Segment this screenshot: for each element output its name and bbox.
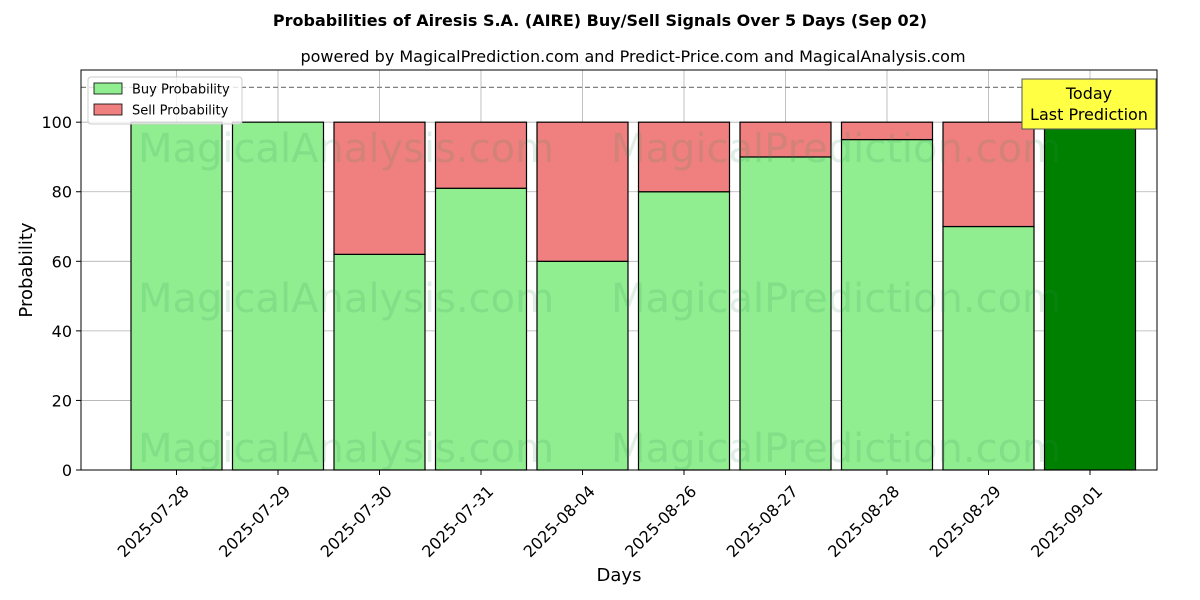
watermark-text: MagicalPrediction.com — [611, 126, 1061, 172]
legend-buy-swatch — [93, 82, 123, 95]
x-tick-label: 2025-07-31 — [418, 482, 497, 561]
sell-bar — [536, 121, 629, 262]
x-tick-label: 2025-07-30 — [317, 482, 396, 561]
x-axis-label: Days — [597, 565, 642, 586]
sell-bar — [637, 121, 731, 193]
bars — [130, 121, 1137, 471]
sell-bar — [840, 121, 934, 141]
watermark-text: MagicalAnalysis.com — [138, 126, 554, 172]
x-tick-label: 2025-07-29 — [215, 482, 294, 561]
legend-sell-swatch — [93, 103, 123, 116]
today-annotation-box — [1021, 78, 1157, 130]
x-tick-label: 2025-09-01 — [1027, 482, 1106, 561]
legend-buy-label: Buy Probability — [132, 83, 230, 98]
x-axis-ticks: 2025-07-28 2025-07-29 2025-07-30 2025-07-31… — [114, 470, 1106, 561]
watermark-text: MagicalPrediction.com — [611, 426, 1061, 472]
watermarks: MagicalAnalysis.com MagicalPrediction.com… — [138, 126, 1061, 472]
legend-box — [87, 76, 243, 125]
chart-subtitle: powered by MagicalPrediction.com and Pre… — [300, 47, 965, 66]
x-tick-label: 2025-08-26 — [621, 482, 700, 561]
sell-bar — [739, 121, 832, 158]
buy-bar — [434, 187, 528, 471]
buy-bar — [1043, 121, 1137, 471]
sell-bar — [942, 121, 1035, 228]
y-tick-label: 100 — [41, 113, 72, 132]
today-annotation-line1: Today — [1065, 84, 1112, 103]
y-tick-label: 0 — [62, 461, 72, 480]
x-tick-label: 2025-08-29 — [926, 482, 1005, 561]
buy-bar — [739, 156, 832, 471]
today-annotation-line2: Last Prediction — [1030, 105, 1148, 124]
y-tick-label: 40 — [52, 322, 72, 341]
y-tick-label: 60 — [52, 252, 72, 271]
watermark-text: MagicalAnalysis.com — [138, 276, 554, 322]
legend-sell-label: Sell Probability — [132, 104, 229, 119]
sell-bar — [333, 121, 426, 255]
watermark-text: MagicalAnalysis.com — [138, 426, 554, 472]
y-tick-label: 80 — [52, 183, 72, 202]
buy-bar — [637, 191, 731, 471]
sell-bar — [434, 121, 528, 189]
watermark-text: MagicalPrediction.com — [611, 276, 1061, 322]
x-tick-label: 2025-08-27 — [723, 482, 802, 561]
y-tick-label: 20 — [52, 391, 72, 410]
buy-bar — [942, 225, 1035, 471]
chart-title: Probabilities of Airesis S.A. (AIRE) Buy… — [273, 11, 927, 30]
today-annotation: Today Last Prediction — [1021, 78, 1157, 130]
y-axis-label: Probability — [16, 222, 37, 317]
buy-bar — [130, 121, 223, 471]
x-tick-label: 2025-07-28 — [114, 482, 193, 561]
legend: Buy Probability Sell Probability — [87, 76, 243, 125]
x-tick-label: 2025-08-28 — [824, 482, 903, 561]
y-axis-ticks: 0 20 40 60 80 100 — [41, 113, 81, 480]
buy-bar — [840, 138, 934, 471]
buy-bar — [536, 260, 629, 471]
plot-frame — [80, 69, 1158, 471]
x-tick-label: 2025-08-04 — [520, 482, 599, 561]
